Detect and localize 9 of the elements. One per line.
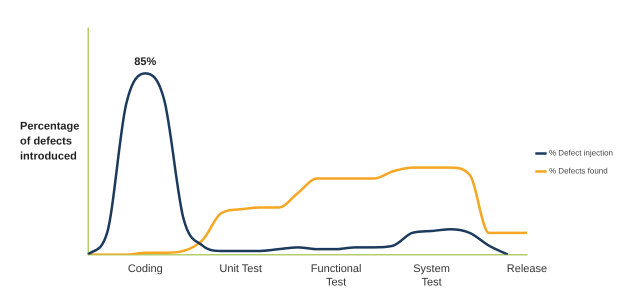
x-tick-label: Release	[506, 263, 548, 276]
annotation: 85%	[134, 56, 156, 68]
legend-label: % Defect injection	[548, 148, 613, 158]
x-tick-label: Functional Test	[310, 263, 362, 288]
x-tick-label: System Test	[413, 263, 450, 288]
x-tick-label: Unit Test	[219, 263, 262, 276]
x-tick-label: Coding	[128, 263, 163, 276]
legend-label: % Defects found	[548, 166, 608, 176]
y-axis-title: Percentage of defects introduced	[20, 120, 80, 162]
